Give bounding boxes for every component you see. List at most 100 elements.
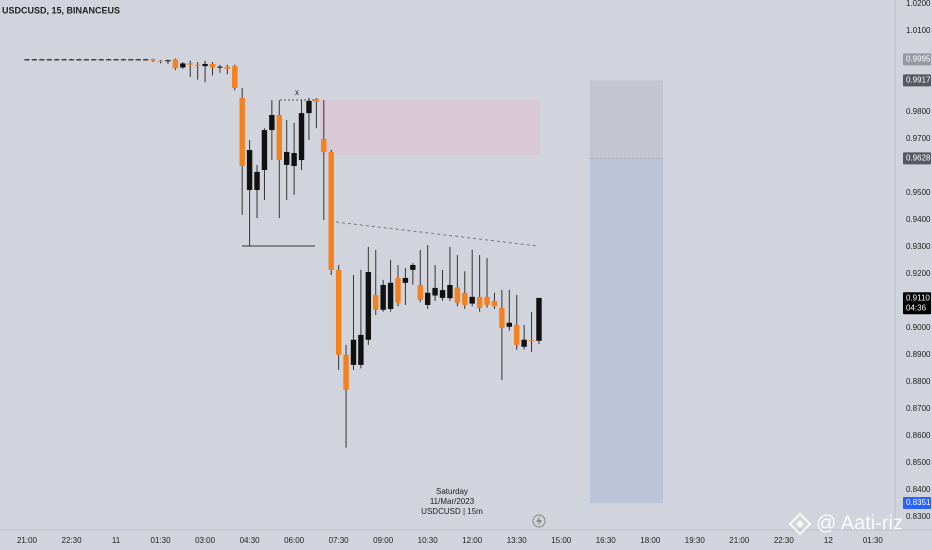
candle-body xyxy=(83,59,90,61)
x-tick-label: 01:30 xyxy=(151,536,172,545)
candle-body xyxy=(536,297,542,341)
watermark-logo xyxy=(788,512,812,536)
candle-body xyxy=(53,59,60,61)
y-tick-label: 0.9800 xyxy=(906,107,931,116)
candle-body xyxy=(321,138,327,152)
x-tick-label: 18:00 xyxy=(640,536,661,545)
candle-body xyxy=(180,63,186,68)
candle-body xyxy=(284,151,290,165)
candle-body xyxy=(269,114,275,131)
candle-body xyxy=(417,284,423,300)
y-tick-label: 0.8800 xyxy=(906,377,931,386)
x-tick-label: 22:30 xyxy=(774,536,795,545)
candle-body xyxy=(424,292,431,305)
candle-body xyxy=(172,59,179,69)
candle-body xyxy=(328,151,334,270)
y-tick-label: 0.8500 xyxy=(906,458,931,467)
candle-body xyxy=(469,296,475,304)
candle-body xyxy=(276,114,282,161)
price-label-bg xyxy=(903,292,931,315)
candle-body xyxy=(217,66,223,68)
candle-body xyxy=(239,97,245,166)
candle-body xyxy=(187,63,193,65)
x-tick-label: 07:30 xyxy=(329,536,350,545)
candle-body xyxy=(143,59,149,61)
candle-body xyxy=(528,340,535,342)
candle-body xyxy=(224,66,231,69)
countdown: 04:36 xyxy=(906,303,927,312)
candle-body xyxy=(462,292,468,305)
y-tick-label: 0.8700 xyxy=(906,404,931,413)
candle-body xyxy=(202,63,208,67)
candle-body xyxy=(128,59,134,61)
x-tick-label: 21:00 xyxy=(17,536,38,545)
y-tick-label: 0.9500 xyxy=(906,188,931,197)
price-label: 0.9917 xyxy=(906,76,931,85)
y-tick-label: 0.8600 xyxy=(906,431,931,440)
y-tick-label: 0.8300 xyxy=(906,512,931,521)
price-label-bg xyxy=(903,74,931,87)
candle-body xyxy=(61,59,67,61)
candle-body xyxy=(261,130,268,171)
x-tick-label: 19:30 xyxy=(685,536,706,545)
replay-icon[interactable] xyxy=(532,514,546,528)
candle-body xyxy=(98,59,104,61)
candle-body xyxy=(410,265,416,270)
candle-body xyxy=(120,59,127,61)
candle-body xyxy=(365,272,372,340)
price-label: 0.9110 xyxy=(906,293,930,302)
candle-body xyxy=(484,296,490,305)
candle-body xyxy=(521,339,527,347)
candle-body xyxy=(157,60,164,62)
position-stop xyxy=(590,158,663,504)
price-label-bg xyxy=(903,152,931,165)
candle-body xyxy=(91,59,97,61)
candle-body xyxy=(447,284,453,299)
x-tick-label: 11 xyxy=(112,536,121,545)
y-tick-label: 0.9000 xyxy=(906,323,931,332)
candle-body xyxy=(380,284,386,310)
candle-body xyxy=(150,59,156,61)
candle-body xyxy=(476,296,483,308)
price-label: 0.8351 xyxy=(906,498,931,507)
y-tick-label: 0.8900 xyxy=(906,350,931,359)
x-tick-label: 22:30 xyxy=(62,536,83,545)
x-tick-label: 04:30 xyxy=(240,536,261,545)
candle-body xyxy=(232,66,238,88)
candle-body xyxy=(24,59,30,61)
candle-body xyxy=(358,334,364,365)
candle-body xyxy=(298,113,305,161)
watermark: @ Aati-riz xyxy=(816,512,903,534)
candle-body xyxy=(387,282,394,309)
x-tick-label: 16:30 xyxy=(596,536,617,545)
x-tick-label: 10:30 xyxy=(418,536,439,545)
y-tick-label: 0.9400 xyxy=(906,215,931,224)
candle-body xyxy=(194,64,201,67)
candle-body xyxy=(105,59,112,61)
candle-body xyxy=(313,99,320,102)
symbol-interval: USDCUSD | 15m xyxy=(421,507,483,516)
y-tick-label: 0.9700 xyxy=(906,134,931,143)
candle-body xyxy=(506,322,512,327)
x-tick-label: 09:00 xyxy=(373,536,394,545)
candle-body xyxy=(46,59,52,61)
candle-body xyxy=(76,59,82,61)
candle-body xyxy=(395,277,401,303)
x-tick-label: 15:00 xyxy=(551,536,572,545)
candle-body xyxy=(432,287,438,296)
trend-line xyxy=(335,221,539,247)
candle-body xyxy=(439,290,446,298)
candle-body xyxy=(291,153,297,166)
candle-body xyxy=(39,59,45,61)
supply-zone xyxy=(320,100,540,155)
candle-body xyxy=(113,59,119,61)
candle-body xyxy=(335,269,342,355)
x-tick-label: 13:30 xyxy=(507,536,528,545)
annotation: x xyxy=(295,88,299,97)
x-tick-label: 06:00 xyxy=(284,536,305,545)
y-tick-label: 0.9300 xyxy=(906,242,931,251)
candle-body xyxy=(68,59,75,61)
candle-body xyxy=(499,307,505,328)
candle-body xyxy=(209,63,216,68)
